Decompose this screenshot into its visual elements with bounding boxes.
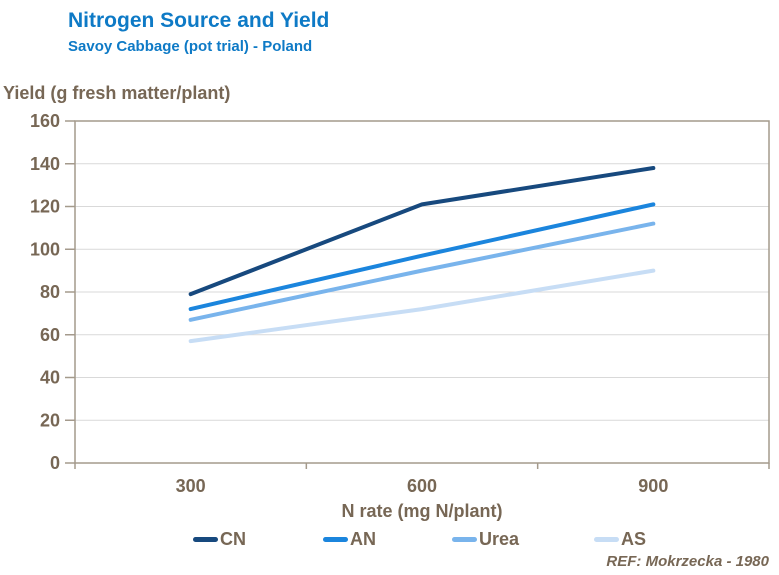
x-tick-label: 900 (638, 476, 668, 496)
y-tick-label: 60 (40, 325, 60, 345)
x-tick-label: 300 (176, 476, 206, 496)
legend-label: AN (350, 529, 376, 549)
y-tick-label: 40 (40, 368, 60, 388)
chart-title: Nitrogen Source and Yield (68, 9, 330, 32)
y-tick-label: 120 (30, 197, 60, 217)
y-tick-label: 20 (40, 410, 60, 430)
legend-label: CN (220, 529, 246, 549)
chart-subtitle: Savoy Cabbage (pot trial) - Poland (68, 38, 313, 55)
y-tick-label: 160 (30, 111, 60, 131)
x-tick-label: 600 (407, 476, 437, 496)
y-tick-label: 100 (30, 239, 60, 259)
legend-item-as: AS (594, 528, 646, 550)
y-tick-label: 80 (40, 282, 60, 302)
legend: CN AN Urea AS (0, 528, 779, 550)
legend-item-cn: CN (193, 528, 246, 550)
legend-item-an: AN (323, 528, 376, 550)
legend-label: Urea (479, 529, 520, 549)
series-line-an (188, 202, 656, 312)
series-line-cn (188, 166, 656, 297)
y-tick-label: 140 (30, 154, 60, 174)
legend-swatch-urea (452, 536, 477, 542)
x-axis-title: N rate (mg N/plant) (341, 501, 503, 521)
legend-swatch-an (323, 536, 348, 542)
series-line-urea (188, 221, 656, 322)
legend-label: AS (621, 529, 647, 549)
y-axis-title: Yield (g fresh matter/plant) (3, 83, 231, 103)
legend-swatch-cn (193, 536, 218, 542)
y-tick-label: 0 (50, 453, 60, 473)
reference-note: REF: Mokrzecka - 1980 (606, 553, 769, 570)
series-line-as (188, 268, 656, 344)
legend-item-urea: Urea (452, 528, 519, 550)
legend-swatch-as (594, 536, 619, 542)
